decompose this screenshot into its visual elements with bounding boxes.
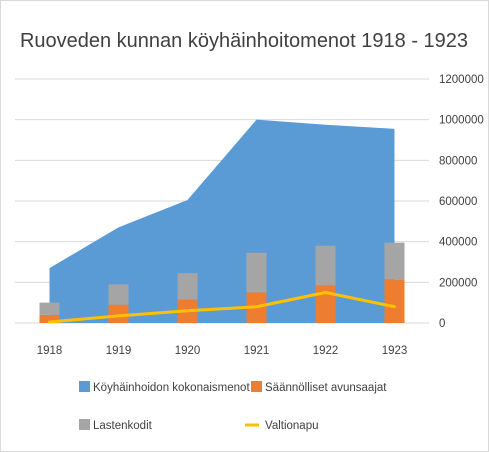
area-0 [49,119,395,324]
legend-swatch-1 [251,381,262,392]
bar-1-1 [108,304,129,323]
legend-swatch-2 [79,419,90,430]
line-series [48,291,396,324]
legend: Köyhäinhoidon kokonaismenot Säännölliset … [79,381,387,432]
y-tick-label: 0 [439,318,445,330]
x-axis-ticks: 1918 1919 1920 1921 1922 1923 [37,345,408,357]
y-tick-label: 200000 [439,277,477,289]
bar-2-1 [108,284,129,305]
y-tick-label: 800000 [439,155,477,167]
bar-2-3 [246,252,267,293]
bar-2-0 [39,302,60,315]
x-tick-label: 1920 [175,345,201,357]
x-tick-label: 1922 [313,345,339,357]
legend-swatch-0 [79,381,90,392]
bar-1-0 [39,314,60,323]
legend-label-3: Valtionapu [265,420,319,432]
bar-2-5 [384,242,405,280]
y-tick-label: 600000 [439,196,477,208]
x-tick-label: 1918 [37,345,63,357]
y-tick-label: 1000000 [439,115,484,127]
x-tick-label: 1921 [244,345,270,357]
legend-label-0: Köyhäinhoidon kokonaismenot [93,382,250,394]
x-tick-label: 1919 [106,345,132,357]
legend-label-1: Säännölliset avunsaajat [265,382,387,394]
bar-1-5 [384,279,405,323]
y-tick-label: 1200000 [439,74,484,86]
y-tick-label: 400000 [439,237,477,249]
line-3 [48,291,396,324]
legend-label-2: Lastenkodit [93,420,153,432]
area-series [49,119,395,324]
x-tick-label: 1923 [382,345,408,357]
bar-2-4 [315,245,336,286]
y-axis-ticks: 0 200000 400000 600000 800000 1000000 1200000 [439,74,484,330]
bar-2-2 [177,273,198,300]
chart-title: Ruoveden kunnan köyhäinhoitomenot 1918 -… [20,30,468,52]
